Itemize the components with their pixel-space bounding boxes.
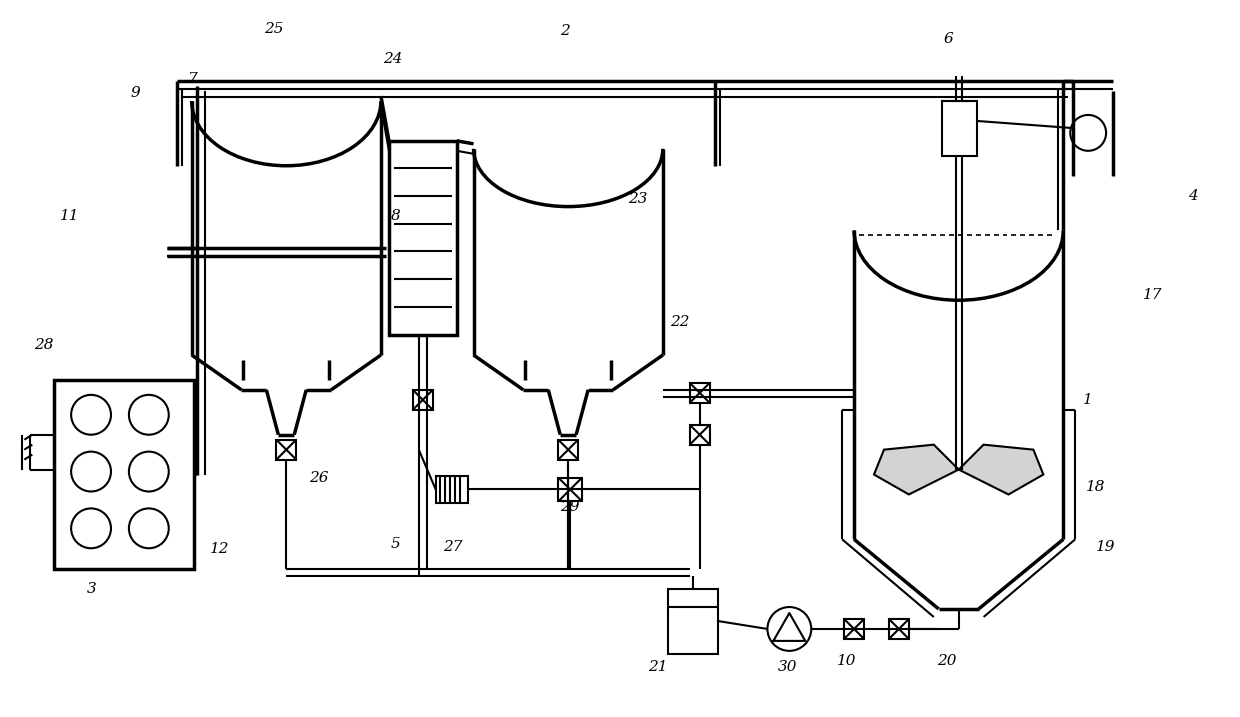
Text: 25: 25 [264,22,283,37]
Text: 20: 20 [937,654,956,668]
Text: 22: 22 [670,315,689,329]
Text: 28: 28 [35,338,55,352]
Text: 26: 26 [310,470,329,485]
Polygon shape [959,445,1043,495]
Text: 17: 17 [1143,288,1163,303]
Circle shape [129,395,169,435]
Bar [558,478,582,501]
Bar [277,440,296,460]
Circle shape [1070,115,1106,151]
Text: 18: 18 [1086,480,1106,495]
Bar [889,619,909,639]
Text: 10: 10 [837,654,857,668]
Text: 3: 3 [87,582,97,596]
Circle shape [71,395,110,435]
Text: 6: 6 [944,32,954,46]
Text: 19: 19 [1096,541,1116,554]
Bar [689,383,709,403]
Text: 30: 30 [777,660,797,674]
Text: 11: 11 [61,209,79,222]
Text: 27: 27 [443,541,463,554]
Text: 21: 21 [649,660,667,674]
Text: 9: 9 [130,86,140,100]
Bar [413,390,433,410]
Text: 24: 24 [383,52,403,66]
Text: 8: 8 [391,209,401,222]
Bar [668,589,718,654]
Text: 5: 5 [391,537,401,551]
Text: 1: 1 [1084,393,1092,407]
Circle shape [71,508,110,549]
Text: 12: 12 [210,542,229,556]
Bar [435,475,467,503]
Circle shape [129,508,169,549]
Circle shape [129,452,169,491]
Bar [389,141,456,335]
Text: 4: 4 [1188,189,1198,203]
Bar [844,619,864,639]
Text: 7: 7 [187,72,197,86]
Text: 23: 23 [629,191,647,206]
Circle shape [71,452,110,491]
Bar [55,380,193,569]
Bar [941,101,977,156]
Circle shape [768,607,811,651]
Polygon shape [874,445,959,495]
Text: 2: 2 [560,24,570,38]
Bar [689,424,709,445]
Text: 29: 29 [560,500,580,514]
Bar [558,440,578,460]
